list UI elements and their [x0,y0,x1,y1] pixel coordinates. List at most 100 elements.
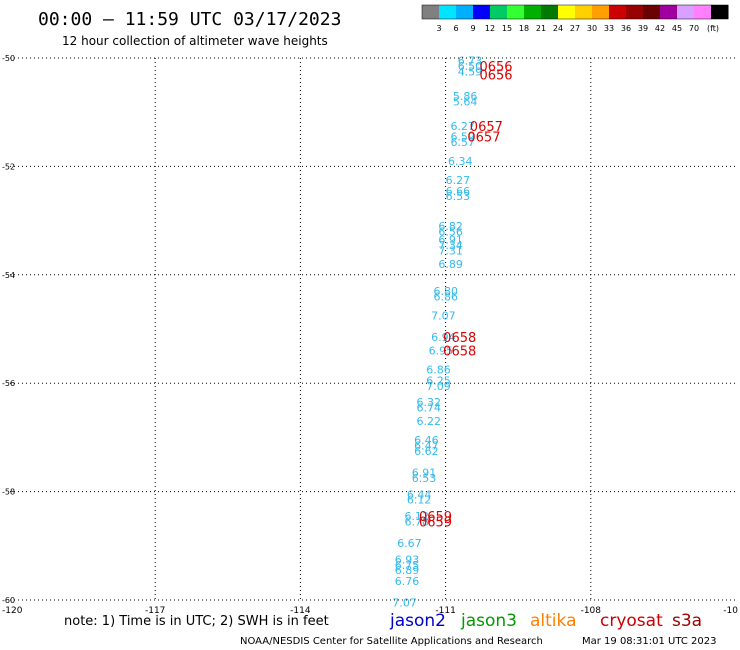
swh-point-label: 7.34 [438,239,463,252]
colorbar-swatch [456,5,474,19]
swh-point-label: 7.07 [431,309,456,322]
time-label: 0656 [479,68,512,83]
swh-point-label: 6.44 [407,488,432,501]
swh-point-label: 6.80 [434,285,459,298]
y-tick-label: -52 [2,162,15,171]
colorbar-swatch [524,5,542,19]
colorbar-frame [421,4,729,20]
swh-point-label: 6.25 [426,374,451,387]
swh-point-label: 6.76 [395,575,420,588]
swh-point-label: 6.89 [438,258,463,271]
footer-timestamp: Mar 19 08:31:01 UTC 2023 [582,636,717,647]
axis-ticks: -120 -117 -114 -111 -108 -10 -50 -52 -54 -56 -58 -6… [2,54,738,616]
colorbar-label: 39 [638,24,648,33]
swh-point-label: 6.56 [438,225,463,238]
colorbar-swatch [711,5,729,19]
x-tick-label: -10 [723,606,738,616]
swh-point-label: 6.78 [404,515,429,528]
swh-point-label: 6.22 [417,415,442,428]
y-tick-label: -60 [2,596,15,605]
colorbar-label: 3 [436,24,441,33]
y-tick-label: -56 [2,379,15,388]
satellite-label-jason2: jason2 [389,611,446,631]
chart-title: 00:00 – 11:59 UTC 03/17/2023 [38,9,341,30]
colorbar-swatch [609,5,627,19]
swh-point-label: 6.89 [395,564,420,577]
colorbar-swatch [592,5,610,19]
colorbar-label: 18 [519,24,529,33]
swh-point-label: 6.75 [395,559,420,572]
swh-point-label: 6.32 [417,396,442,409]
swh-point-label: 4.59 [458,66,483,79]
colorbar-label: 36 [621,24,631,33]
swh-point-label: 6.94 [431,331,456,344]
colorbar-unit: (ft) [707,24,719,33]
swh-point-label: 6.34 [448,155,473,168]
swh-point-label: 6.66 [446,185,471,198]
swh-point-label: 5.64 [453,95,478,108]
colorbar-swatch [575,5,593,19]
y-tick-label: -58 [2,488,15,497]
colorbar-label: 24 [553,24,563,33]
swh-point-label: 6.12 [404,510,429,523]
satellite-label-cryosat: cryosat [600,611,663,631]
swh-point-label: 7.07 [392,597,417,610]
colorbar-label: 42 [655,24,665,33]
swh-point-label: 7.09 [426,380,451,393]
swh-point-label: 7.31 [438,244,463,257]
time-label: 0656 [479,60,512,75]
time-label: 0658 [443,345,476,360]
colorbar-swatch [694,5,712,19]
swh-point-label: 5.86 [453,90,478,103]
colorbar-label: 33 [604,24,614,33]
swh-point-label: 6.59 [450,131,475,144]
colorbar-label: 6 [453,24,458,33]
satellite-label-s3a: s3a [672,611,702,631]
swh-points: 6.736.504.595.865.646.276.596.576.346.27… [392,55,482,610]
colorbar-swatch [558,5,576,19]
colorbar-label: 70 [689,24,699,33]
colorbar-swatch [439,5,457,19]
swh-point-label: 6.57 [450,136,475,149]
chart-subtitle: 12 hour collection of altimeter wave hei… [62,34,328,48]
colorbar-swatch [473,5,491,19]
swh-point-label: 6.12 [407,494,432,507]
colorbar-label: 45 [672,24,682,33]
colorbar-swatch [490,5,508,19]
colorbar-label: 12 [485,24,495,33]
swh-point-label: 6.27 [450,120,475,133]
swh-point-label: 6.67 [397,537,422,550]
colorbar-label: 30 [587,24,597,33]
swh-point-label: 6.95 [429,345,454,358]
colorbar-swatch [422,5,440,19]
colorbar-label: 9 [470,24,475,33]
colorbar-swatch [541,5,559,19]
colorbar-label: 21 [536,24,546,33]
x-tick-label: -120 [2,606,23,616]
swh-point-label: 6.62 [414,445,439,458]
x-tick-label: -108 [581,606,602,616]
time-label: 0657 [470,120,503,135]
colorbar-swatch [660,5,678,19]
time-label: 0659 [419,510,452,525]
swh-point-label: 6.86 [426,364,451,377]
time-label: 0659 [419,515,452,530]
swh-point-label: 6.91 [412,467,437,480]
colorbar-swatch [677,5,695,19]
colorbar-legend: 3 6 9 12 15 18 21 24 27 30 33 36 39 42 45 70 (ft) [421,4,729,33]
colorbar-swatch [643,5,661,19]
satellite-label-altika: altika [530,611,577,631]
x-tick-label: -114 [290,606,311,616]
satellite-label-jason3: jason3 [460,611,517,631]
swh-point-label: 6.53 [446,190,471,203]
x-tick-label: -111 [435,606,455,616]
swh-point-label: 6.50 [458,60,483,73]
swh-point-label: 6.91 [438,234,463,247]
colorbar-swatch [507,5,525,19]
time-label: 0658 [443,331,476,346]
colorbar-swatch [626,5,644,19]
swh-point-label: 6.47 [414,440,439,453]
swh-point-label: 6.73 [458,55,483,68]
